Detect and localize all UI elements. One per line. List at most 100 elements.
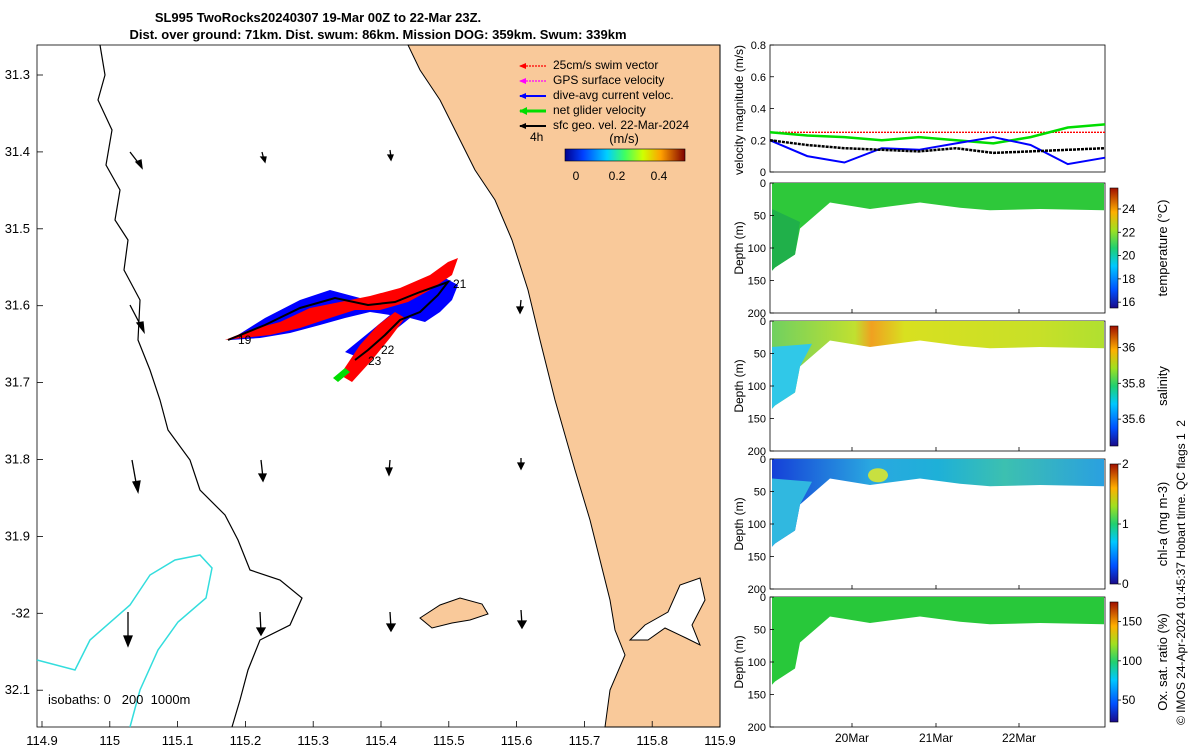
depth-tick-label: 150 — [748, 276, 766, 288]
map-y-tick-label: 31.8 — [5, 452, 30, 467]
depth-tick-label: 150 — [748, 690, 766, 702]
colorbar-label: salinity — [1155, 366, 1170, 406]
cool-water-patch — [772, 209, 800, 271]
velocity-plot: 0 0.2 0.4 0.6 0.8 velocity magnitude (m/s) — [732, 40, 1106, 179]
map-y-tick-label: 31.4 — [5, 144, 30, 159]
map-x-tick-label: 115.2 — [230, 733, 262, 748]
velocity-series-line — [769, 136, 1106, 166]
glider-track — [227, 279, 451, 361]
legend-geo: sfc geo. vel. 22-Mar-2024 — [553, 118, 689, 132]
depth-tick-label: 50 — [754, 349, 766, 361]
depth-tick-label: 200 — [748, 584, 766, 596]
day-label-23: 23 — [368, 354, 382, 368]
velocity-ylabel: velocity magnitude (m/s) — [732, 45, 746, 175]
map-x-tick-label: 115.6 — [501, 733, 533, 748]
depth-tick-label: 100 — [748, 381, 766, 393]
velocity-y-tick-label: 0.6 — [751, 72, 766, 84]
net-glider-velocity — [333, 368, 350, 382]
depth-tick-label: 50 — [754, 211, 766, 223]
depth-tick-label: 50 — [754, 487, 766, 499]
map-y-tick-label: 32.1 — [5, 682, 30, 697]
colorbar-tick-label: 35.6 — [1122, 412, 1146, 426]
day-label-22: 22 — [381, 343, 395, 357]
section-data-field — [772, 321, 1104, 409]
title-line-1: SL995 TwoRocks20240307 19-Mar 00Z to 22-… — [155, 10, 481, 25]
section-colorbar — [1109, 463, 1119, 585]
legend-dive: dive-avg current veloc. — [553, 88, 674, 102]
depth-ylabel: Depth (m) — [732, 221, 746, 274]
depth-ylabel: Depth (m) — [732, 359, 746, 412]
map-x-tick-label: 115.4 — [365, 733, 397, 748]
section-panel: 0 50 100 150 200 Depth (m) 0 1 2 chl-a (mg m-3) — [732, 454, 1170, 596]
estuary — [628, 577, 706, 647]
time-step-label: 4h — [530, 130, 543, 144]
map-y-tick-label: 31.9 — [5, 528, 30, 543]
map-x-tick-label: 114.9 — [26, 733, 58, 748]
depth-ylabel: Depth (m) — [732, 635, 746, 688]
map-y-tick-label: 31.5 — [5, 221, 30, 236]
section-panel: 0 50 100 150 200 Depth (m) 50 100 150 Ox. sat. ra… — [732, 592, 1170, 734]
map-x-tick-label: 115.1 — [162, 733, 194, 748]
colorbar-tick-label: 150 — [1122, 615, 1142, 629]
map-x-tick-label: 115.8 — [636, 733, 668, 748]
depth-tick-label: 150 — [748, 414, 766, 426]
map-y-tick-label: 31.7 — [5, 375, 30, 390]
depth-tick-label: 200 — [748, 308, 766, 320]
colorbar-tick-label: 1 — [1122, 517, 1129, 531]
depth-tick-label: 0 — [760, 316, 766, 328]
title-line-2: Dist. over ground: 71km. Dist. swum: 86k… — [129, 27, 626, 42]
colorbar-tick-label: 35.8 — [1122, 376, 1146, 390]
section-panel: 0 50 100 150 200 Depth (m) 35.6 35.8 36 salinity — [732, 316, 1170, 458]
x-tick-22mar: 22Mar — [1002, 731, 1036, 745]
colorbar-label: chl-a (mg m-3) — [1155, 482, 1170, 567]
chl-deep-patch — [772, 478, 812, 547]
day-label-19: 19 — [238, 333, 252, 347]
colorbar-label: temperature (°C) — [1155, 200, 1170, 297]
depth-tick-label: 0 — [760, 454, 766, 466]
geostrophic-arrows — [123, 149, 528, 648]
map-legend: 25cm/s swim vector GPS surface velocity … — [519, 58, 689, 183]
section-colorbar — [1109, 187, 1119, 309]
depth-tick-label: 100 — [748, 243, 766, 255]
velocity-series-line — [769, 123, 1106, 145]
cbar-tick-1: 0.2 — [609, 169, 626, 183]
legend-swim: 25cm/s swim vector — [553, 58, 658, 72]
colorbar-tick-label: 0 — [1122, 577, 1129, 591]
imos-side-note: © IMOS 24-Apr-2024 01:45:37 Hobart time.… — [1174, 420, 1188, 725]
map-x-tick-label: 115.9 — [704, 733, 736, 748]
section-data-field — [772, 597, 1104, 685]
map-y-tick-label: 31.3 — [5, 67, 30, 82]
map-panel: 19 21 22 23 25cm/s swim vecto — [5, 44, 736, 748]
map-x-tick-label: 115.5 — [433, 733, 465, 748]
depth-ylabel: Depth (m) — [732, 497, 746, 550]
velocity-y-tick-label: 0.4 — [751, 104, 766, 116]
section-colorbar — [1109, 325, 1119, 447]
colorbar-tick-label: 100 — [1122, 654, 1142, 668]
colorbar-tick-label: 50 — [1122, 693, 1136, 707]
depth-tick-label: 100 — [748, 519, 766, 531]
velocity-colorbar — [564, 148, 686, 162]
colorbar-tick-label: 36 — [1122, 340, 1136, 354]
velocity-series-line — [769, 139, 1106, 155]
depth-tick-label: 50 — [754, 625, 766, 637]
map-y-axis: 31.3 31.4 31.5 31.6 31.7 31.8 31.9 -32 32.1 — [5, 67, 43, 697]
chl-max-patch — [868, 468, 888, 483]
depth-tick-label: 200 — [748, 446, 766, 458]
low-salinity-patch — [772, 343, 812, 409]
isobath-1000 — [36, 554, 213, 728]
depth-tick-label: 100 — [748, 657, 766, 669]
colorbar-tick-label: 20 — [1122, 249, 1136, 263]
map-y-tick-label: -32 — [11, 605, 30, 620]
land-mass — [407, 44, 721, 728]
colorbar-tick-label: 2 — [1122, 457, 1129, 471]
map-x-tick-label: 115.3 — [297, 733, 329, 748]
depth-tick-label: 200 — [748, 722, 766, 734]
colorbar-tick-label: 24 — [1122, 202, 1136, 216]
velocity-y-tick-label: 0.8 — [751, 40, 766, 52]
depth-tick-label: 0 — [760, 592, 766, 604]
x-tick-20mar: 20Mar — [835, 731, 869, 745]
colorbar-tick-label: 16 — [1122, 295, 1136, 309]
legend-gps: GPS surface velocity — [553, 73, 664, 87]
cbar-tick-2: 0.4 — [651, 169, 668, 183]
section-data-field — [772, 459, 1104, 547]
